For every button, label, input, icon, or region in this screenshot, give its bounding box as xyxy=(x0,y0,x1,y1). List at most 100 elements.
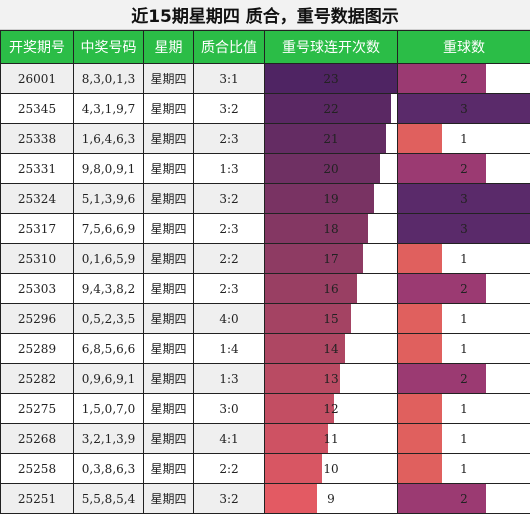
streak-bar xyxy=(265,184,375,213)
header-row: 开奖期号 中奖号码 星期 质合比值 重号球连开次数 重球数 xyxy=(0,30,530,64)
repeat-label: 3 xyxy=(460,221,468,236)
ratio-cell: 3:2 xyxy=(193,93,265,124)
streak-bar xyxy=(265,124,386,153)
ratio-cell: 2:3 xyxy=(193,123,265,154)
table-row: 25282 0,9,6,9,1 星期四 1:3 13 2 xyxy=(0,363,530,394)
issue-cell: 25296 xyxy=(0,303,74,334)
repeat-label: 2 xyxy=(460,71,468,86)
ratio-cell: 3:2 xyxy=(193,183,265,214)
repeat-label: 1 xyxy=(460,461,468,476)
repeat-label: 1 xyxy=(460,131,468,146)
numbers-cell: 6,8,5,6,6 xyxy=(73,333,144,364)
header-ratio: 质合比值 xyxy=(193,30,265,64)
weekday-cell: 星期四 xyxy=(143,63,194,94)
ratio-cell: 1:3 xyxy=(193,363,265,394)
streak-bar xyxy=(265,244,363,273)
streak-bar xyxy=(265,274,357,303)
table-row: 25310 0,1,6,5,9 星期四 2:2 17 1 xyxy=(0,243,530,274)
numbers-cell: 1,6,4,6,3 xyxy=(73,123,144,154)
streak-bar xyxy=(265,484,317,513)
repeat-label: 3 xyxy=(460,101,468,116)
streak-label: 23 xyxy=(323,71,339,86)
repeat-bar xyxy=(398,184,530,213)
streak-cell: 13 xyxy=(264,363,398,394)
weekday-cell: 星期四 xyxy=(143,453,194,484)
streak-label: 13 xyxy=(323,371,339,386)
streak-label: 17 xyxy=(323,251,339,266)
streak-cell: 11 xyxy=(264,423,398,454)
numbers-cell: 5,1,3,9,6 xyxy=(73,183,144,214)
repeat-cell: 3 xyxy=(397,183,530,214)
repeat-cell: 1 xyxy=(397,243,530,274)
issue-cell: 25303 xyxy=(0,273,74,304)
streak-cell: 19 xyxy=(264,183,398,214)
repeat-cell: 3 xyxy=(397,93,530,124)
issue-cell: 25338 xyxy=(0,123,74,154)
repeat-bar xyxy=(398,334,442,363)
streak-cell: 14 xyxy=(264,333,398,364)
streak-bar xyxy=(265,64,397,93)
repeat-bar xyxy=(398,244,442,273)
weekday-cell: 星期四 xyxy=(143,423,194,454)
streak-cell: 12 xyxy=(264,393,398,424)
issue-cell: 25310 xyxy=(0,243,74,274)
table-row: 25317 7,5,6,6,9 星期四 2:3 18 3 xyxy=(0,213,530,244)
repeat-cell: 2 xyxy=(397,273,530,304)
repeat-label: 1 xyxy=(460,251,468,266)
numbers-cell: 0,3,8,6,3 xyxy=(73,453,144,484)
ratio-cell: 1:4 xyxy=(193,333,265,364)
repeat-bar xyxy=(398,274,486,303)
repeat-label: 1 xyxy=(460,401,468,416)
table-row: 25331 9,8,0,9,1 星期四 1:3 20 2 xyxy=(0,153,530,184)
streak-label: 9 xyxy=(327,491,335,506)
repeat-bar xyxy=(398,94,530,123)
streak-label: 11 xyxy=(323,431,339,446)
numbers-cell: 1,5,0,7,0 xyxy=(73,393,144,424)
weekday-cell: 星期四 xyxy=(143,363,194,394)
header-numbers: 中奖号码 xyxy=(73,30,144,64)
streak-bar xyxy=(265,214,369,243)
repeat-bar xyxy=(398,154,486,183)
ratio-cell: 2:2 xyxy=(193,243,265,274)
numbers-cell: 4,3,1,9,7 xyxy=(73,93,144,124)
ratio-cell: 4:0 xyxy=(193,303,265,334)
repeat-bar xyxy=(398,64,486,93)
weekday-cell: 星期四 xyxy=(143,153,194,184)
repeat-bar xyxy=(398,394,442,423)
issue-cell: 25258 xyxy=(0,453,74,484)
streak-bar xyxy=(265,154,380,183)
streak-bar xyxy=(265,394,334,423)
weekday-cell: 星期四 xyxy=(143,93,194,124)
repeat-bar xyxy=(398,424,442,453)
repeat-cell: 1 xyxy=(397,123,530,154)
streak-bar xyxy=(265,334,346,363)
streak-cell: 17 xyxy=(264,243,398,274)
issue-cell: 25331 xyxy=(0,153,74,184)
streak-cell: 22 xyxy=(264,93,398,124)
streak-label: 21 xyxy=(323,131,339,146)
weekday-cell: 星期四 xyxy=(143,333,194,364)
repeat-cell: 2 xyxy=(397,483,530,514)
streak-cell: 16 xyxy=(264,273,398,304)
weekday-cell: 星期四 xyxy=(143,183,194,214)
streak-cell: 21 xyxy=(264,123,398,154)
streak-label: 20 xyxy=(323,161,339,176)
table-row: 25345 4,3,1,9,7 星期四 3:2 22 3 xyxy=(0,93,530,124)
issue-cell: 25324 xyxy=(0,183,74,214)
streak-label: 22 xyxy=(323,101,339,116)
repeat-bar xyxy=(398,304,442,333)
table-row: 25258 0,3,8,6,3 星期四 2:2 10 1 xyxy=(0,453,530,484)
repeat-label: 1 xyxy=(460,341,468,356)
streak-cell: 15 xyxy=(264,303,398,334)
table-row: 25268 3,2,1,3,9 星期四 4:1 11 1 xyxy=(0,423,530,454)
weekday-cell: 星期四 xyxy=(143,243,194,274)
streak-cell: 23 xyxy=(264,63,398,94)
table-row: 25324 5,1,3,9,6 星期四 3:2 19 3 xyxy=(0,183,530,214)
repeat-label: 1 xyxy=(460,431,468,446)
ratio-cell: 2:3 xyxy=(193,273,265,304)
streak-label: 10 xyxy=(323,461,339,476)
weekday-cell: 星期四 xyxy=(143,393,194,424)
repeat-bar xyxy=(398,364,486,393)
table-row: 25289 6,8,5,6,6 星期四 1:4 14 1 xyxy=(0,333,530,364)
streak-cell: 20 xyxy=(264,153,398,184)
